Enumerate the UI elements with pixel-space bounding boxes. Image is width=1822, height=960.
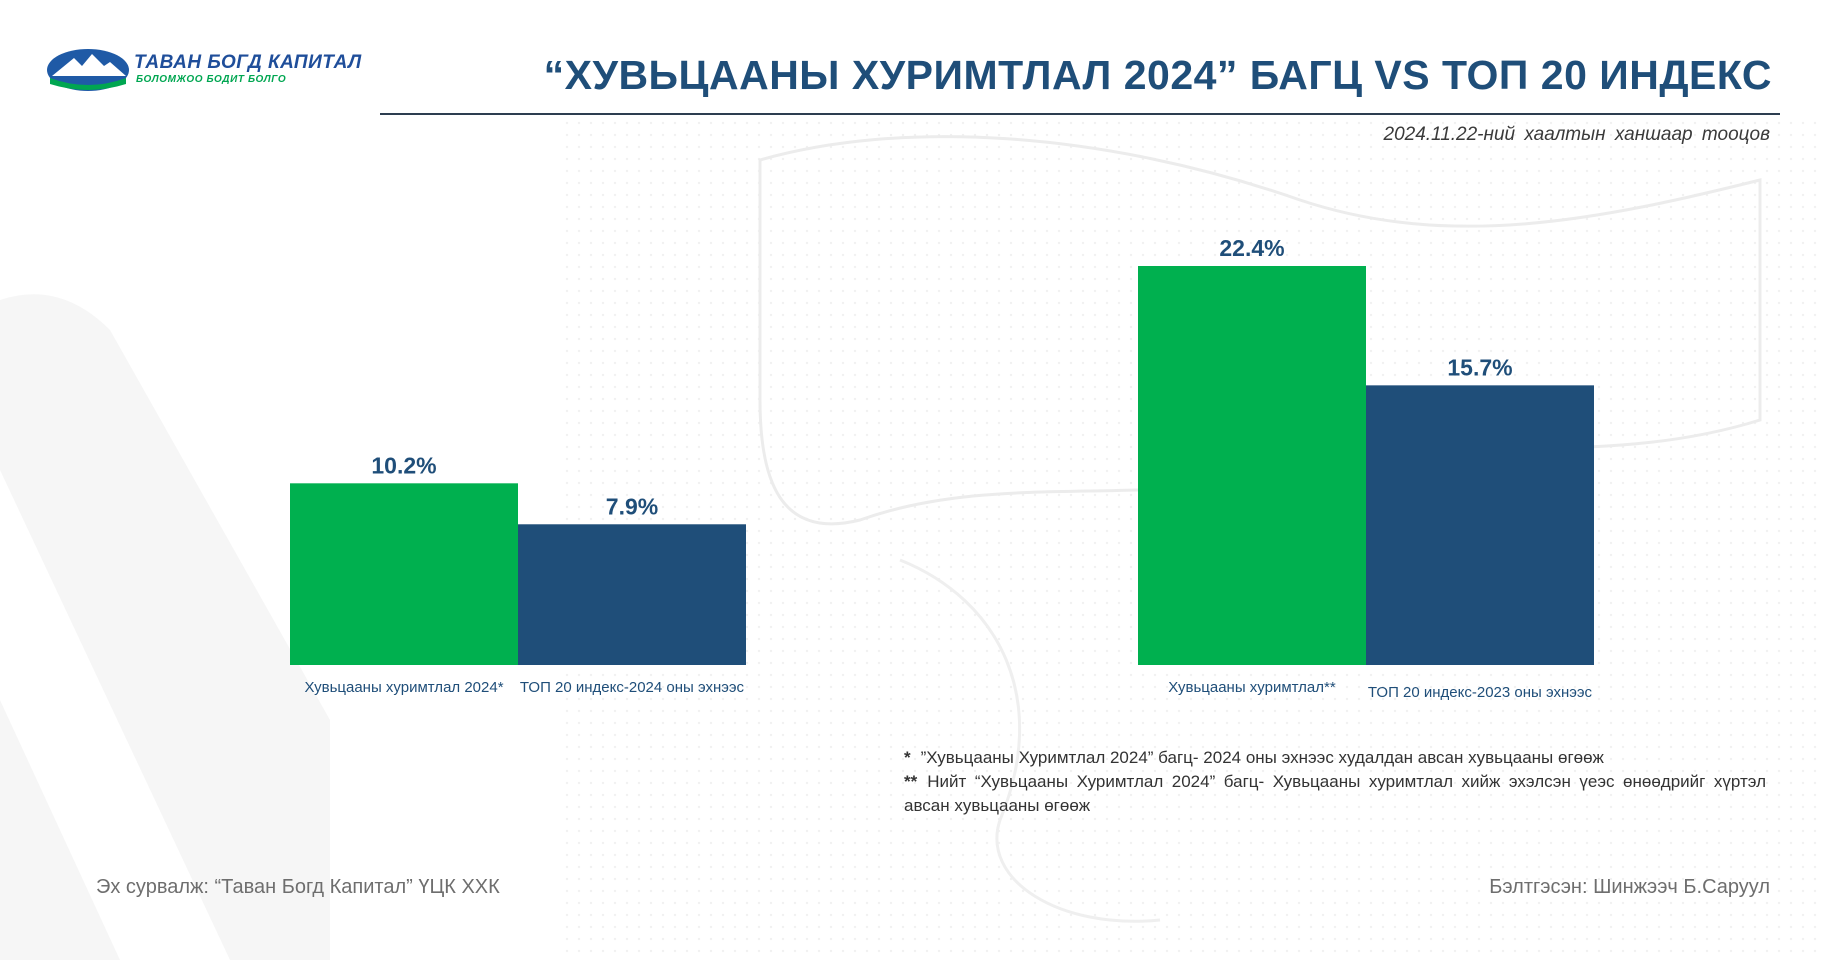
mountain-logo-icon	[47, 49, 129, 91]
page-title: “ХУВЬЦААНЫ ХУРИМТЛАЛ 2024” БАГЦ VS ТОП 2…	[543, 52, 1772, 98]
bar-1-2	[518, 524, 746, 665]
footnote-2-text: Нийт “Хувьцааны Хуримтлал 2024” багц- Ху…	[904, 772, 1766, 815]
data-label-1-1: 10.2%	[371, 452, 436, 478]
source-note: Эх сурвалж: “Таван Богд Капитал” ҮЦК ХХК	[96, 876, 500, 898]
title-divider	[380, 113, 1780, 115]
bar-2-2	[1366, 385, 1594, 665]
category-label-2-1: Хувьцааны хуримтлал**	[1168, 679, 1336, 696]
company-logo: ТАВАН БОГД КАПИТАЛ БОЛОМЖОО БОДИТ БОЛГО	[46, 44, 361, 94]
data-label-2-2: 15.7%	[1447, 354, 1512, 380]
footnote-2-marker: **	[904, 772, 918, 791]
data-label-1-2: 7.9%	[606, 493, 658, 519]
footnote-1-text: ”Хувьцааны Хуримтлал 2024” багц- 2024 он…	[920, 748, 1604, 767]
bar-1-1	[290, 483, 518, 665]
page-subtitle: 2024.11.22-ний хаалтын ханшаар тооцов	[1383, 124, 1771, 145]
data-label-2-1: 22.4%	[1219, 235, 1284, 261]
category-label-1-1: Хувьцааны хуримтлал 2024*	[304, 679, 503, 696]
footnote-1-marker: *	[904, 748, 911, 767]
logo-tagline: БОЛОМЖОО БОДИТ БОЛГО	[136, 74, 287, 85]
category-label-2-2: ТОП 20 индекс-2023 оны эхнээс	[1368, 684, 1593, 701]
footnote-2: ** Нийт “Хувьцааны Хуримтлал 2024” багц- …	[904, 770, 1766, 818]
footnote-1: * ”Хувьцааны Хуримтлал 2024” багц- 2024 о…	[904, 746, 1766, 770]
logo-name: ТАВАН БОГД КАПИТАЛ	[134, 52, 362, 73]
category-label-1-2: ТОП 20 индекс-2024 оны эхнээс	[520, 679, 745, 696]
footnotes: * ”Хувьцааны Хуримтлал 2024” багц- 2024 о…	[904, 746, 1766, 818]
bar-2-1	[1138, 266, 1366, 665]
chart-2: 22.4% Хувьцааны хуримтлал** 15.7% ТОП 20 ин…	[1138, 235, 1594, 701]
prepared-by: Бэлтгэсэн: Шинжээч Б.Саруул	[1489, 876, 1770, 898]
chart-1: 10.2% Хувьцааны хуримтлал 2024* 7.9% ТОП 20…	[290, 452, 746, 696]
